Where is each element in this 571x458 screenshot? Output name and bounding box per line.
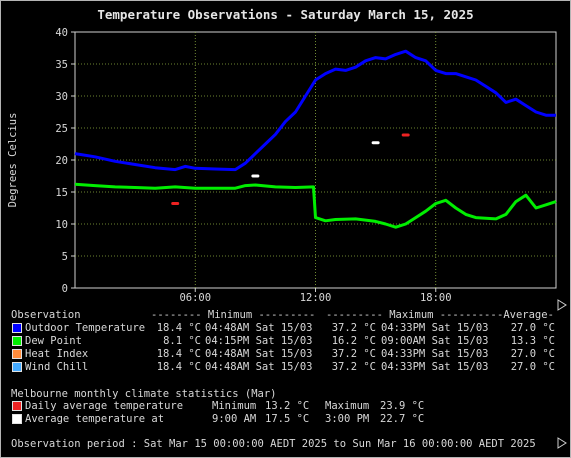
x-tick-label: 12:00	[300, 292, 332, 304]
legend-row-min-time: 04:15PM Sat 15/03	[205, 335, 313, 347]
legend-row-min-time: 04:48AM Sat 15/03	[205, 322, 313, 334]
legend-row-min: 18.4 °C	[156, 322, 201, 334]
x-tick-label: 18:00	[420, 292, 452, 304]
legend-header-observation: Observation	[11, 309, 81, 321]
observation-period: Observation period : Sat Mar 15 00:00:00…	[11, 438, 536, 450]
legend-row-avg: 27.0 °C	[510, 322, 555, 334]
x-tick-label: 06:00	[179, 292, 211, 304]
legend-row-min-time: 04:48AM Sat 15/03	[205, 361, 313, 373]
climate-row-max: 22.7 °C	[380, 413, 425, 425]
legend-row-max-time: 04:33PM Sat 15/03	[381, 322, 489, 334]
climate-row-min: 13.2 °C	[265, 400, 310, 412]
climate-row-max-label: Maximum	[325, 400, 370, 412]
y-tick-label: 15	[55, 187, 68, 199]
climate-header: Melbourne monthly climate statistics (Ma…	[11, 388, 277, 400]
scroll-right-arrow-icon	[557, 437, 567, 449]
legend-row-avg: 13.3 °C	[510, 335, 555, 347]
legend-row-min: 8.1 °C	[163, 335, 201, 347]
legend-header-max: --------- Maximum ---------	[326, 309, 497, 321]
series-line-outdoor-temperature	[74, 49, 556, 172]
legend-row-name: Dew Point	[25, 335, 82, 347]
y-tick-label: 0	[62, 283, 68, 295]
climate-row-max: 23.9 °C	[380, 400, 425, 412]
climate-row-name: Average temperature at	[25, 413, 165, 425]
legend-row-max: 37.2 °C	[331, 361, 376, 373]
legend-swatch	[12, 362, 22, 372]
climate-row-name: Daily average temperature	[25, 400, 184, 412]
legend-row-max-time: 09:00AM Sat 15/03	[381, 335, 489, 347]
climate-marker	[401, 133, 410, 137]
climate-swatch	[12, 414, 22, 424]
y-tick-label: 25	[55, 123, 68, 135]
y-tick-label: 30	[55, 91, 68, 103]
legend-row-name: Heat Index	[25, 348, 89, 360]
climate-row-max-label: 3:00 PM	[325, 413, 370, 425]
chart-title: Temperature Observations - Saturday Marc…	[97, 7, 474, 22]
legend-row-name: Outdoor Temperature	[25, 322, 146, 334]
climate-row-min: 17.5 °C	[265, 413, 310, 425]
climate-row-min-label: Minimum	[212, 400, 257, 412]
y-tick-label: 10	[55, 219, 68, 231]
y-tick-label: 35	[55, 59, 68, 71]
legend-row-max-time: 04:33PM Sat 15/03	[381, 348, 489, 360]
legend-row-max: 16.2 °C	[331, 335, 376, 347]
legend-row-max: 37.2 °C	[331, 348, 376, 360]
series-line-dew-point	[74, 182, 557, 229]
legend-row-min: 18.4 °C	[156, 361, 201, 373]
legend-row-avg: 27.0 °C	[510, 361, 555, 373]
legend-row-min-time: 04:48AM Sat 15/03	[205, 348, 313, 360]
legend-row-max-time: 04:33PM Sat 15/03	[381, 361, 489, 373]
climate-marker	[171, 202, 180, 206]
legend-header-min: -------- Minimum ---------	[151, 309, 316, 321]
legend-row-max: 37.2 °C	[331, 322, 376, 334]
climate-swatch	[12, 401, 22, 411]
legend-swatch	[12, 349, 22, 359]
y-tick-label: 40	[55, 27, 68, 39]
legend-swatch	[12, 336, 22, 346]
climate-marker	[251, 174, 260, 178]
y-tick-label: 20	[55, 155, 68, 167]
legend-row-avg: 27.0 °C	[510, 348, 555, 360]
climate-marker	[371, 141, 380, 145]
legend-row-min: 18.4 °C	[156, 348, 201, 360]
y-axis-label: Degrees Celcius	[7, 113, 19, 208]
legend-row-name: Wind Chill	[25, 361, 89, 373]
legend-swatch	[12, 323, 22, 333]
legend-header-avg: -Average-	[497, 309, 554, 321]
y-tick-label: 5	[62, 251, 68, 263]
scroll-right-arrow-icon	[557, 299, 567, 311]
climate-row-min-label: 9:00 AM	[212, 413, 257, 425]
